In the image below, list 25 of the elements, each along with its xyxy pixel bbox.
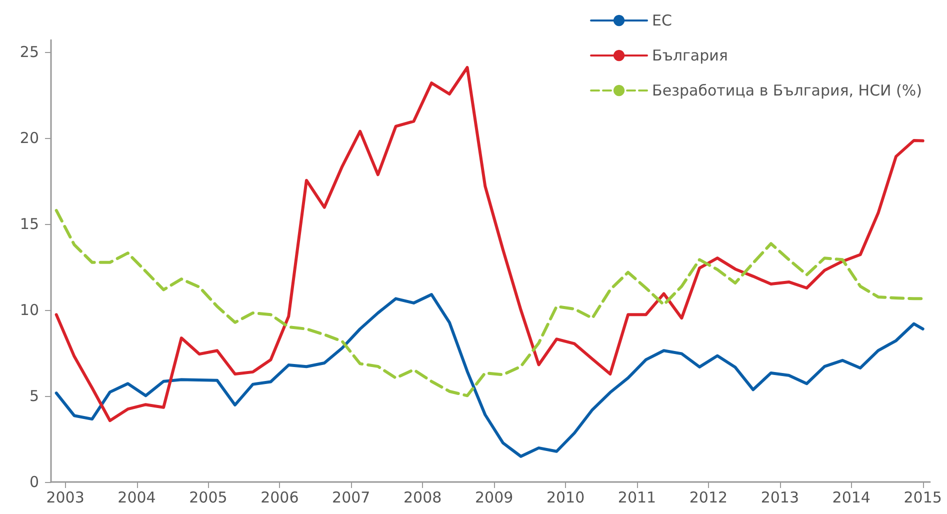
line-series: [54, 208, 924, 398]
x-tick-label: 2005: [189, 488, 228, 506]
y-tick-label: 0: [29, 473, 39, 491]
x-tick-label: 2010: [546, 488, 585, 506]
x-tick-label: 2007: [332, 488, 370, 506]
line-series: [54, 66, 924, 422]
legend-label: Безработица в България, НСИ (%): [652, 82, 922, 100]
x-tick-label: 2004: [118, 488, 156, 506]
x-tick-label: 2003: [46, 488, 84, 506]
y-tick-label: 20: [20, 129, 39, 148]
y-tick-label: 15: [20, 215, 39, 234]
x-tick-label: 2009: [474, 488, 514, 506]
y-tick-label: 10: [20, 301, 39, 320]
legend-label: България: [652, 46, 728, 64]
legend-label: ЕС: [652, 12, 672, 30]
x-tick-label: 2012: [689, 488, 728, 506]
x-tick-label: 2008: [404, 488, 442, 506]
x-tick-label: 2013: [760, 488, 800, 506]
y-tick-label: 5: [29, 387, 39, 406]
line-series: [54, 293, 924, 458]
x-tick-label: 2014: [832, 488, 870, 506]
x-tick-label: 2006: [260, 488, 299, 506]
x-tick-label: 2011: [618, 488, 656, 506]
y-tick-label: 25: [20, 43, 39, 62]
x-tick-label: 2015: [904, 488, 942, 506]
